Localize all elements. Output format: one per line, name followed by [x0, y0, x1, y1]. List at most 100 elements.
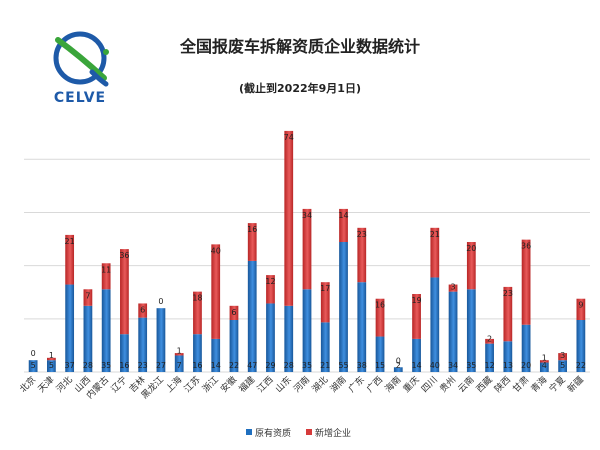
label-original-26: 13	[503, 361, 513, 370]
label-original-25: 12	[484, 361, 494, 370]
chart-title: 全国报废车拆解资质企业数据统计	[179, 37, 420, 56]
bar-original-7	[156, 308, 166, 372]
label-new-26: 23	[503, 289, 513, 298]
label-new-6: 6	[140, 305, 145, 314]
x-tick-label-16: 湖北	[310, 374, 331, 395]
bar-new-17	[339, 208, 348, 242]
bar-original-28	[539, 362, 549, 372]
x-tick-label-15: 河南	[291, 374, 312, 395]
label-new-15: 34	[302, 211, 312, 220]
bar-new-6	[138, 303, 148, 318]
bar-new-18	[357, 227, 367, 283]
x-tick-label-1: 天津	[36, 374, 57, 395]
x-tick-label-17: 湖南	[327, 374, 348, 395]
bar-new-9	[193, 291, 202, 335]
bar-original-24	[466, 289, 476, 372]
label-new-8: 1	[177, 346, 182, 355]
bar-new-29	[558, 353, 567, 361]
bar-new-23	[448, 284, 458, 292]
label-new-28: 1	[542, 354, 547, 363]
label-original-3: 28	[83, 361, 93, 370]
x-tick-label-12: 福建	[236, 374, 257, 395]
x-tick-label-26: 陕西	[492, 374, 513, 395]
bar-new-28	[539, 360, 549, 363]
bar-new-24	[466, 242, 476, 290]
label-original-5: 16	[119, 361, 129, 370]
x-tick-label-14: 山东	[273, 374, 294, 395]
label-new-14: 74	[284, 133, 294, 142]
bar-new-12	[247, 223, 257, 261]
label-original-27: 20	[521, 361, 531, 370]
x-tick-labels: 北京天津河北山西内蒙古辽宁吉林黑龙江上海江苏浙江安徽福建江西山东河南湖北湖南广东…	[17, 374, 586, 402]
label-new-19: 16	[375, 301, 385, 310]
bar-original-20	[393, 367, 403, 372]
bar-original-30	[576, 320, 586, 372]
bar-new-10	[211, 244, 221, 339]
x-tick-label-13: 江西	[255, 374, 276, 395]
bar-original-4	[101, 289, 111, 372]
label-original-13: 29	[265, 361, 275, 370]
label-original-4: 35	[101, 361, 111, 370]
bar-original-5	[120, 334, 129, 372]
label-new-16: 17	[320, 284, 330, 293]
label-new-11: 6	[231, 308, 236, 317]
label-new-23: 3	[451, 283, 456, 292]
x-tick-label-24: 云南	[455, 374, 476, 395]
bar-original-14	[284, 305, 294, 372]
bar-original-29	[558, 360, 567, 372]
label-original-10: 14	[211, 361, 221, 370]
label-new-0: 0	[31, 349, 36, 358]
bar-new-14	[284, 130, 294, 306]
bar-original-23	[448, 291, 458, 372]
x-tick-label-22: 四川	[420, 375, 440, 395]
x-tick-label-9: 江苏	[181, 374, 202, 395]
bar-original-8	[174, 355, 184, 372]
label-new-10: 40	[211, 246, 221, 255]
label-new-20: 0	[396, 356, 401, 365]
label-new-17: 14	[338, 211, 348, 220]
label-new-5: 36	[119, 251, 129, 260]
x-tick-label-29: 宁夏	[547, 374, 568, 395]
bar-new-30	[576, 298, 586, 320]
chart-subtitle: (截止到2022年9月1日)	[239, 81, 361, 95]
label-new-12: 16	[247, 225, 257, 234]
bar-original-1	[47, 360, 56, 372]
x-tick-label-28: 青海	[528, 374, 549, 395]
legend-swatch-0	[246, 429, 252, 435]
label-original-19: 15	[375, 361, 385, 370]
label-original-24: 35	[466, 361, 476, 370]
bar-original-10	[211, 338, 221, 372]
bar-original-27	[521, 324, 531, 372]
bars: 5051372128735111636236270711618144022647…	[28, 130, 586, 372]
bar-original-0	[28, 360, 38, 372]
celve-logo-icon: CELVE	[53, 31, 109, 106]
bar-new-22	[430, 227, 440, 278]
bar-original-21	[412, 338, 421, 372]
label-original-1: 5	[49, 361, 54, 370]
bar-new-19	[375, 298, 385, 337]
x-tick-label-11: 安徽	[218, 374, 239, 395]
label-original-2: 37	[65, 361, 75, 370]
bar-new-15	[302, 208, 312, 290]
bar-original-16	[320, 322, 330, 372]
label-new-9: 18	[192, 294, 202, 303]
label-original-18: 38	[357, 361, 367, 370]
bar-new-2	[65, 234, 75, 285]
label-original-30: 22	[576, 361, 586, 370]
bar-original-26	[503, 341, 513, 372]
label-original-17: 55	[338, 361, 348, 370]
label-original-15: 35	[302, 361, 312, 370]
bar-new-13	[266, 275, 275, 304]
label-new-25: 2	[487, 335, 492, 344]
label-new-13: 12	[265, 277, 275, 286]
label-original-20: 2	[396, 361, 401, 370]
label-new-27: 36	[521, 242, 531, 251]
legend: 原有资质 新增企业	[246, 427, 351, 439]
label-new-22: 21	[430, 230, 440, 239]
bar-original-17	[339, 242, 348, 372]
legend-label-1: 新增企业	[315, 427, 351, 439]
label-new-18: 23	[357, 230, 367, 239]
label-original-8: 7	[177, 361, 182, 370]
bar-original-18	[357, 282, 367, 372]
